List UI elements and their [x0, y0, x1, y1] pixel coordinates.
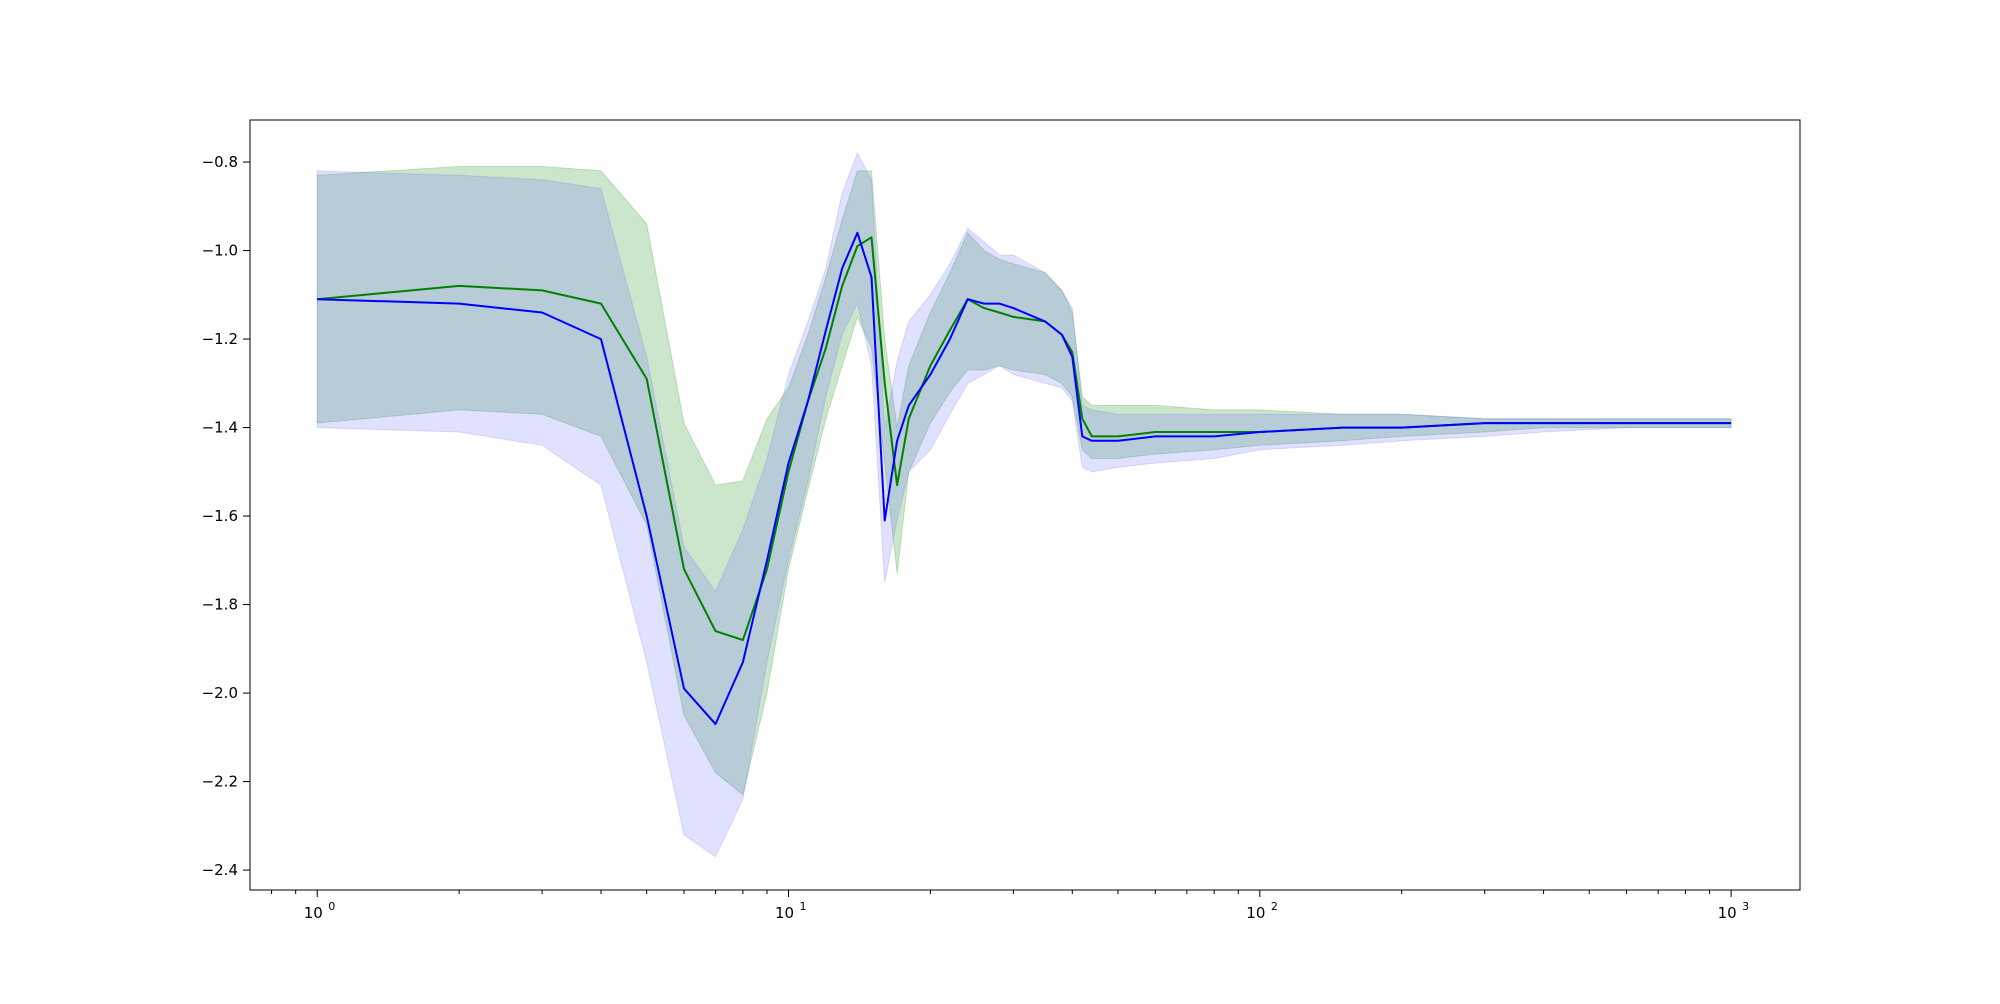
- y-tick-label: −1.2: [202, 330, 238, 348]
- x-tick-exponent: 3: [1742, 900, 1749, 913]
- x-tick-exponent: 1: [800, 900, 807, 913]
- y-tick-label: −1.8: [202, 596, 238, 614]
- y-tick-label: −1.0: [202, 242, 238, 260]
- y-tick-label: −2.0: [202, 684, 238, 702]
- x-axis: 10 0 10 1 10 2 10 3: [271, 890, 1749, 922]
- y-tick-label: −1.6: [202, 507, 238, 525]
- y-tick-label: −2.4: [202, 861, 238, 879]
- y-tick-label: −2.2: [202, 773, 238, 791]
- y-tick-label: −1.4: [202, 419, 238, 437]
- x-tick-exponent: 0: [328, 900, 335, 913]
- x-tick-label: 10: [775, 904, 794, 922]
- confidence-bands: [316, 151, 1732, 858]
- plot-frame: [249, 119, 1801, 891]
- x-tick-label: 10: [304, 904, 323, 922]
- x-tick-label: 10: [1246, 904, 1265, 922]
- y-tick-label: −0.8: [202, 153, 238, 171]
- x-tick-label: 10: [1718, 904, 1737, 922]
- x-tick-exponent: 2: [1271, 900, 1278, 913]
- series-1-band: [316, 166, 1732, 796]
- series-2-line: [317, 231, 1732, 726]
- y-axis: −0.8 −1.0 −1.2 −1.4 −1.6 −1.8 −2.0 −2.2 −2.4: [202, 153, 250, 879]
- series-lines: [317, 231, 1732, 726]
- series-2-band: [316, 151, 1732, 858]
